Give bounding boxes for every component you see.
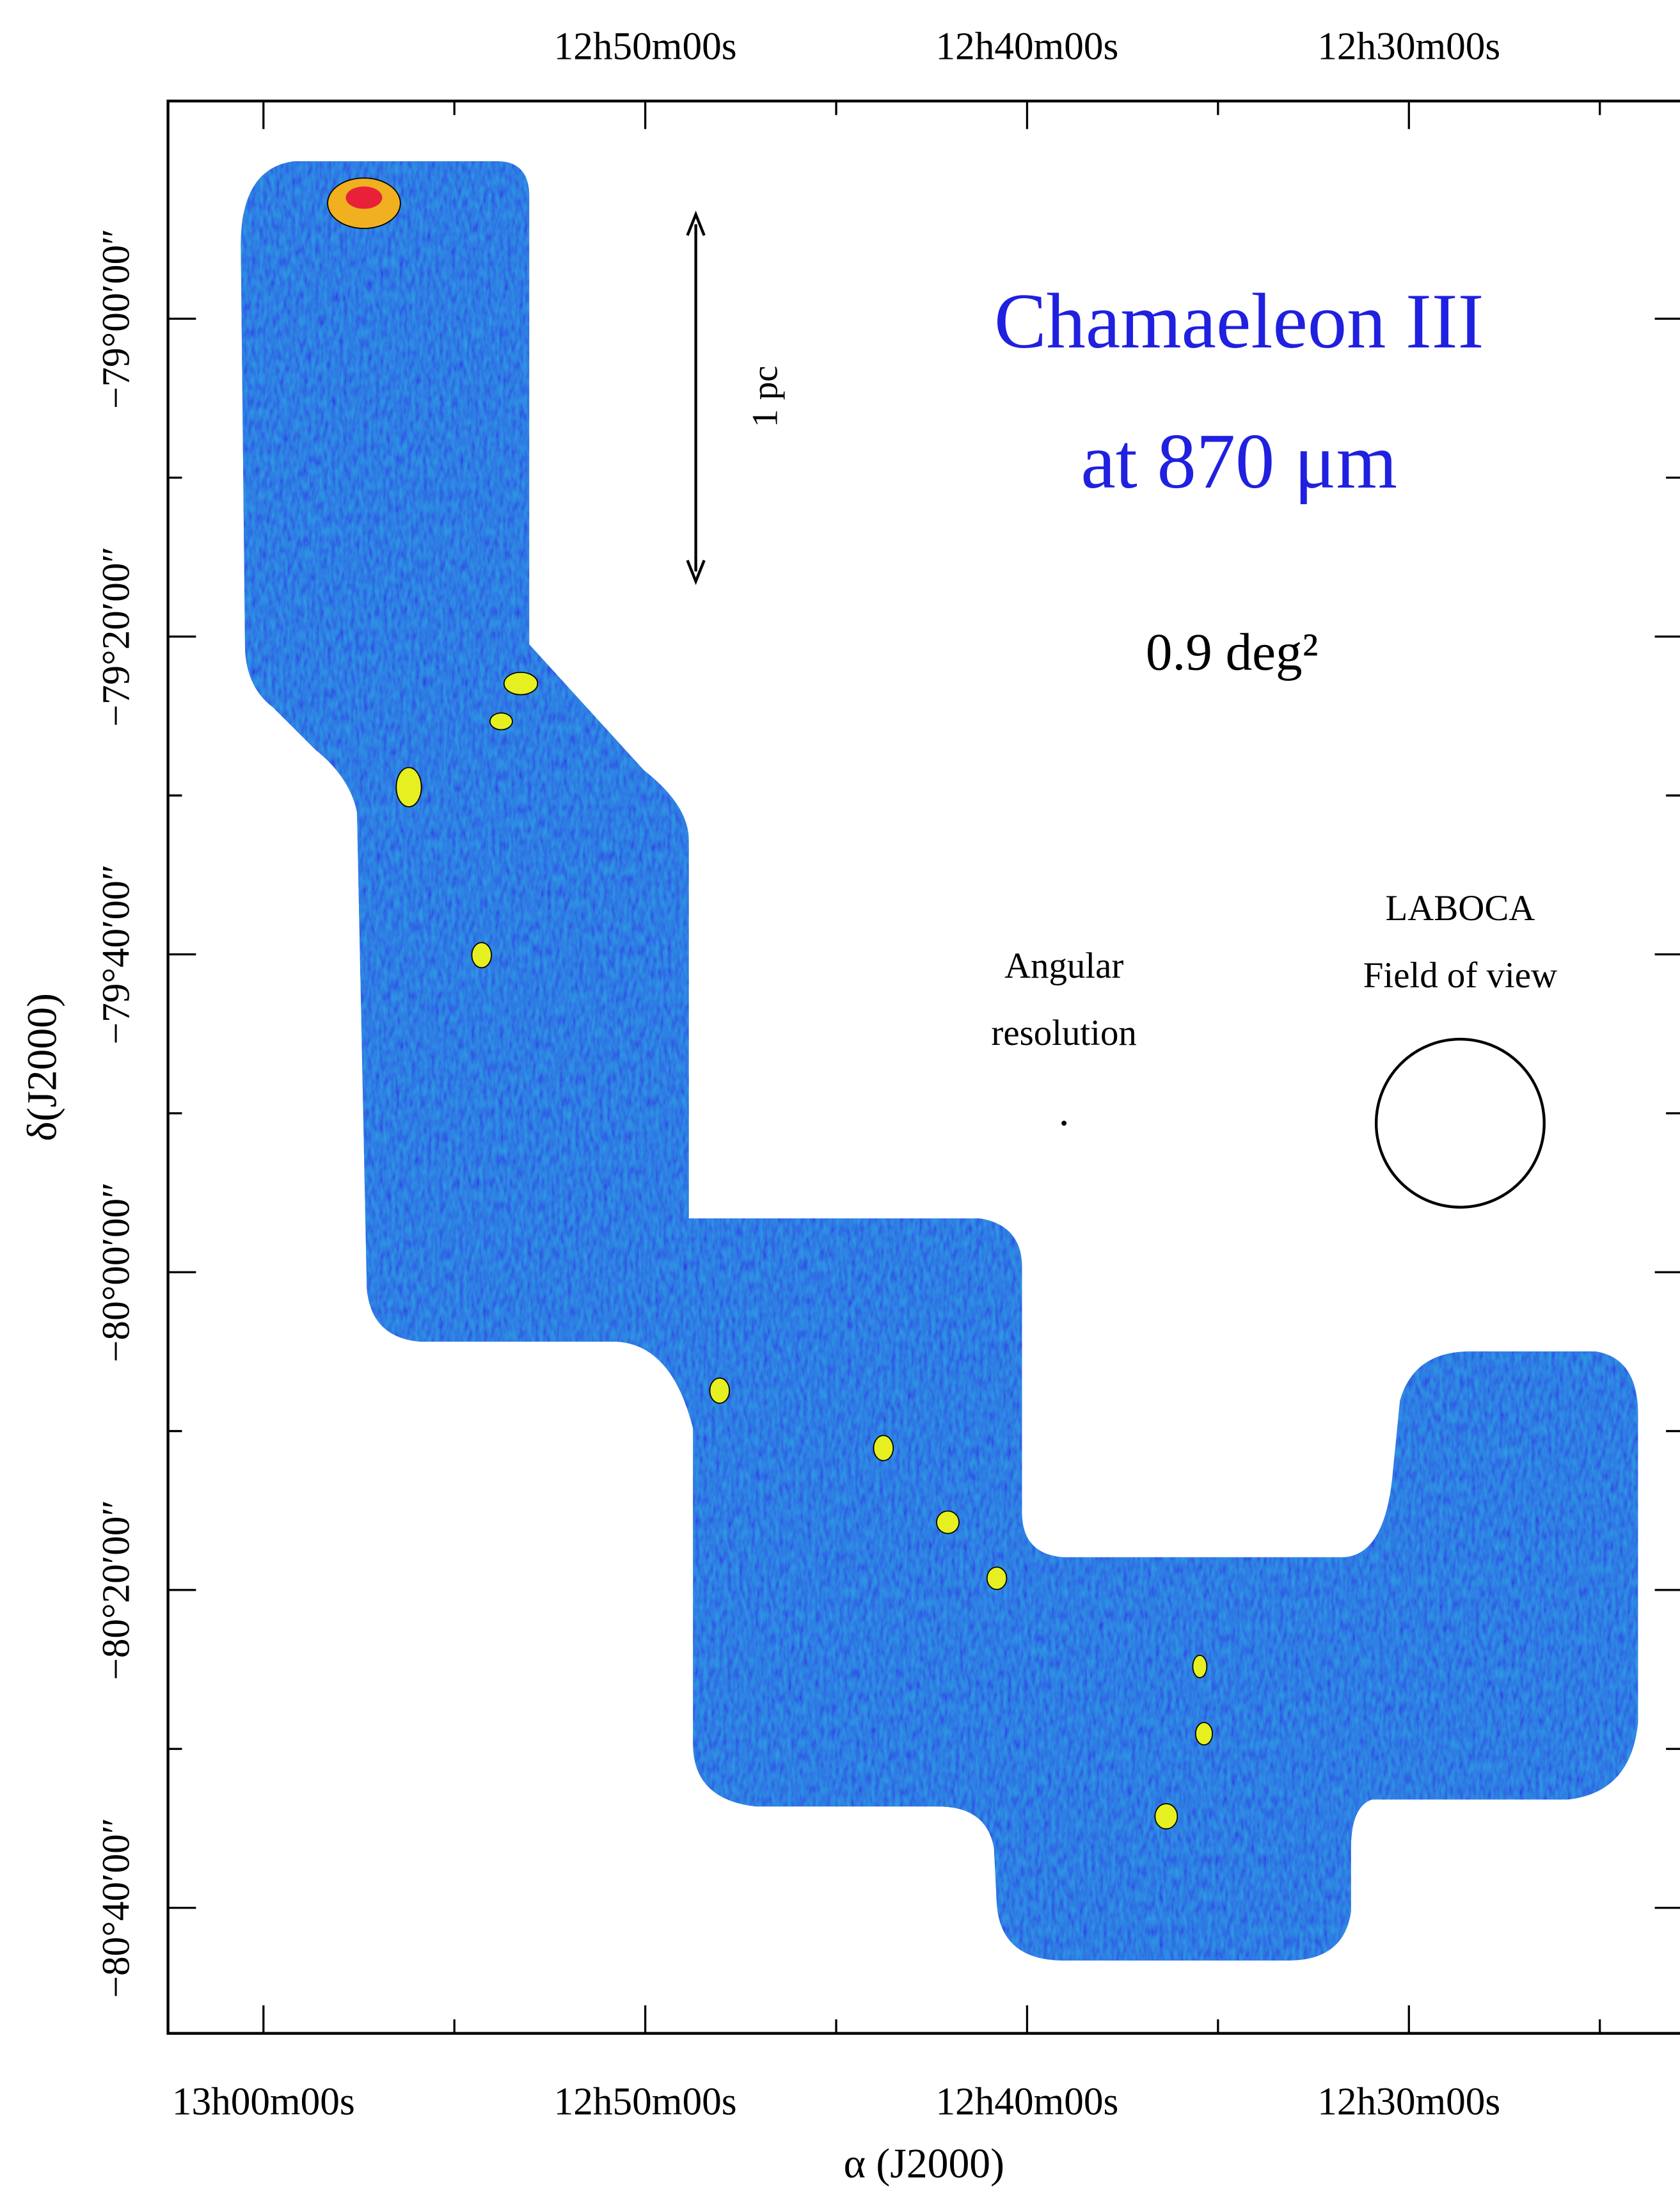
y-tick-label: −80°00′00″	[94, 1182, 138, 1362]
y-tick-label: −79°40′00″	[94, 864, 138, 1045]
map-texture	[241, 161, 1638, 1961]
scale-bar-label: 1 pc	[745, 365, 786, 427]
x-tick-label: 12h50m00s	[554, 2080, 737, 2124]
resolution-label: resolution	[991, 1013, 1136, 1053]
fov-label: LABOCA	[1386, 888, 1535, 928]
fov-label: Field of view	[1363, 955, 1557, 996]
x-tick-label-top: 12h50m00s	[554, 24, 737, 68]
map-region	[241, 161, 1638, 1961]
peak-clump	[346, 186, 383, 209]
chart: Chamaeleon III at 870 μm 0.9 deg² 1 pc A…	[0, 0, 1680, 2196]
y-axis-label: δ(J2000)	[19, 993, 66, 1141]
beam-marker	[1061, 1120, 1066, 1126]
area-label: 0.9 deg²	[1146, 622, 1319, 681]
y-tick-label: −80°20′00″	[94, 1500, 138, 1680]
resolution-label: Angular	[1004, 946, 1123, 986]
title: Chamaeleon III	[994, 278, 1484, 365]
y-tick-label: −80°40′00″	[94, 1818, 138, 1998]
x-tick-label: 12h30m00s	[1317, 2080, 1500, 2124]
x-tick-label-top: 12h40m00s	[935, 24, 1118, 68]
y-tick-label: −79°00′00″	[94, 228, 138, 409]
fov-circle	[1376, 1039, 1544, 1207]
y-tick-label: −79°20′00″	[94, 546, 138, 727]
scale-bar	[687, 214, 704, 581]
x-tick-label: 13h00m00s	[172, 2080, 355, 2124]
x-tick-label: 12h40m00s	[935, 2080, 1118, 2124]
subtitle: at 870 μm	[1081, 418, 1397, 505]
x-tick-label-top: 12h30m00s	[1317, 24, 1500, 68]
x-axis-label: α (J2000)	[844, 2140, 1004, 2187]
